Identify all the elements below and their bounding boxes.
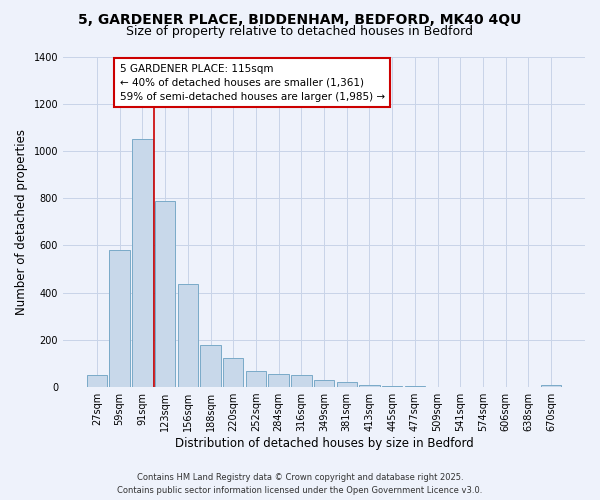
Bar xyxy=(109,250,130,387)
Bar xyxy=(359,384,380,387)
Bar xyxy=(87,376,107,387)
Bar xyxy=(223,358,244,387)
Bar xyxy=(382,386,403,387)
Y-axis label: Number of detached properties: Number of detached properties xyxy=(15,129,28,315)
Bar xyxy=(178,284,198,387)
Text: 5, GARDENER PLACE, BIDDENHAM, BEDFORD, MK40 4QU: 5, GARDENER PLACE, BIDDENHAM, BEDFORD, M… xyxy=(79,12,521,26)
Bar xyxy=(155,200,175,387)
Text: 5 GARDENER PLACE: 115sqm
← 40% of detached houses are smaller (1,361)
59% of sem: 5 GARDENER PLACE: 115sqm ← 40% of detach… xyxy=(119,64,385,102)
X-axis label: Distribution of detached houses by size in Bedford: Distribution of detached houses by size … xyxy=(175,437,473,450)
Text: Size of property relative to detached houses in Bedford: Size of property relative to detached ho… xyxy=(127,25,473,38)
Bar xyxy=(245,370,266,387)
Bar xyxy=(200,344,221,387)
Text: Contains HM Land Registry data © Crown copyright and database right 2025.
Contai: Contains HM Land Registry data © Crown c… xyxy=(118,474,482,495)
Bar xyxy=(291,376,311,387)
Bar xyxy=(132,139,152,387)
Bar xyxy=(268,374,289,387)
Bar xyxy=(541,385,561,387)
Bar xyxy=(337,382,357,387)
Bar xyxy=(404,386,425,387)
Bar xyxy=(314,380,334,387)
